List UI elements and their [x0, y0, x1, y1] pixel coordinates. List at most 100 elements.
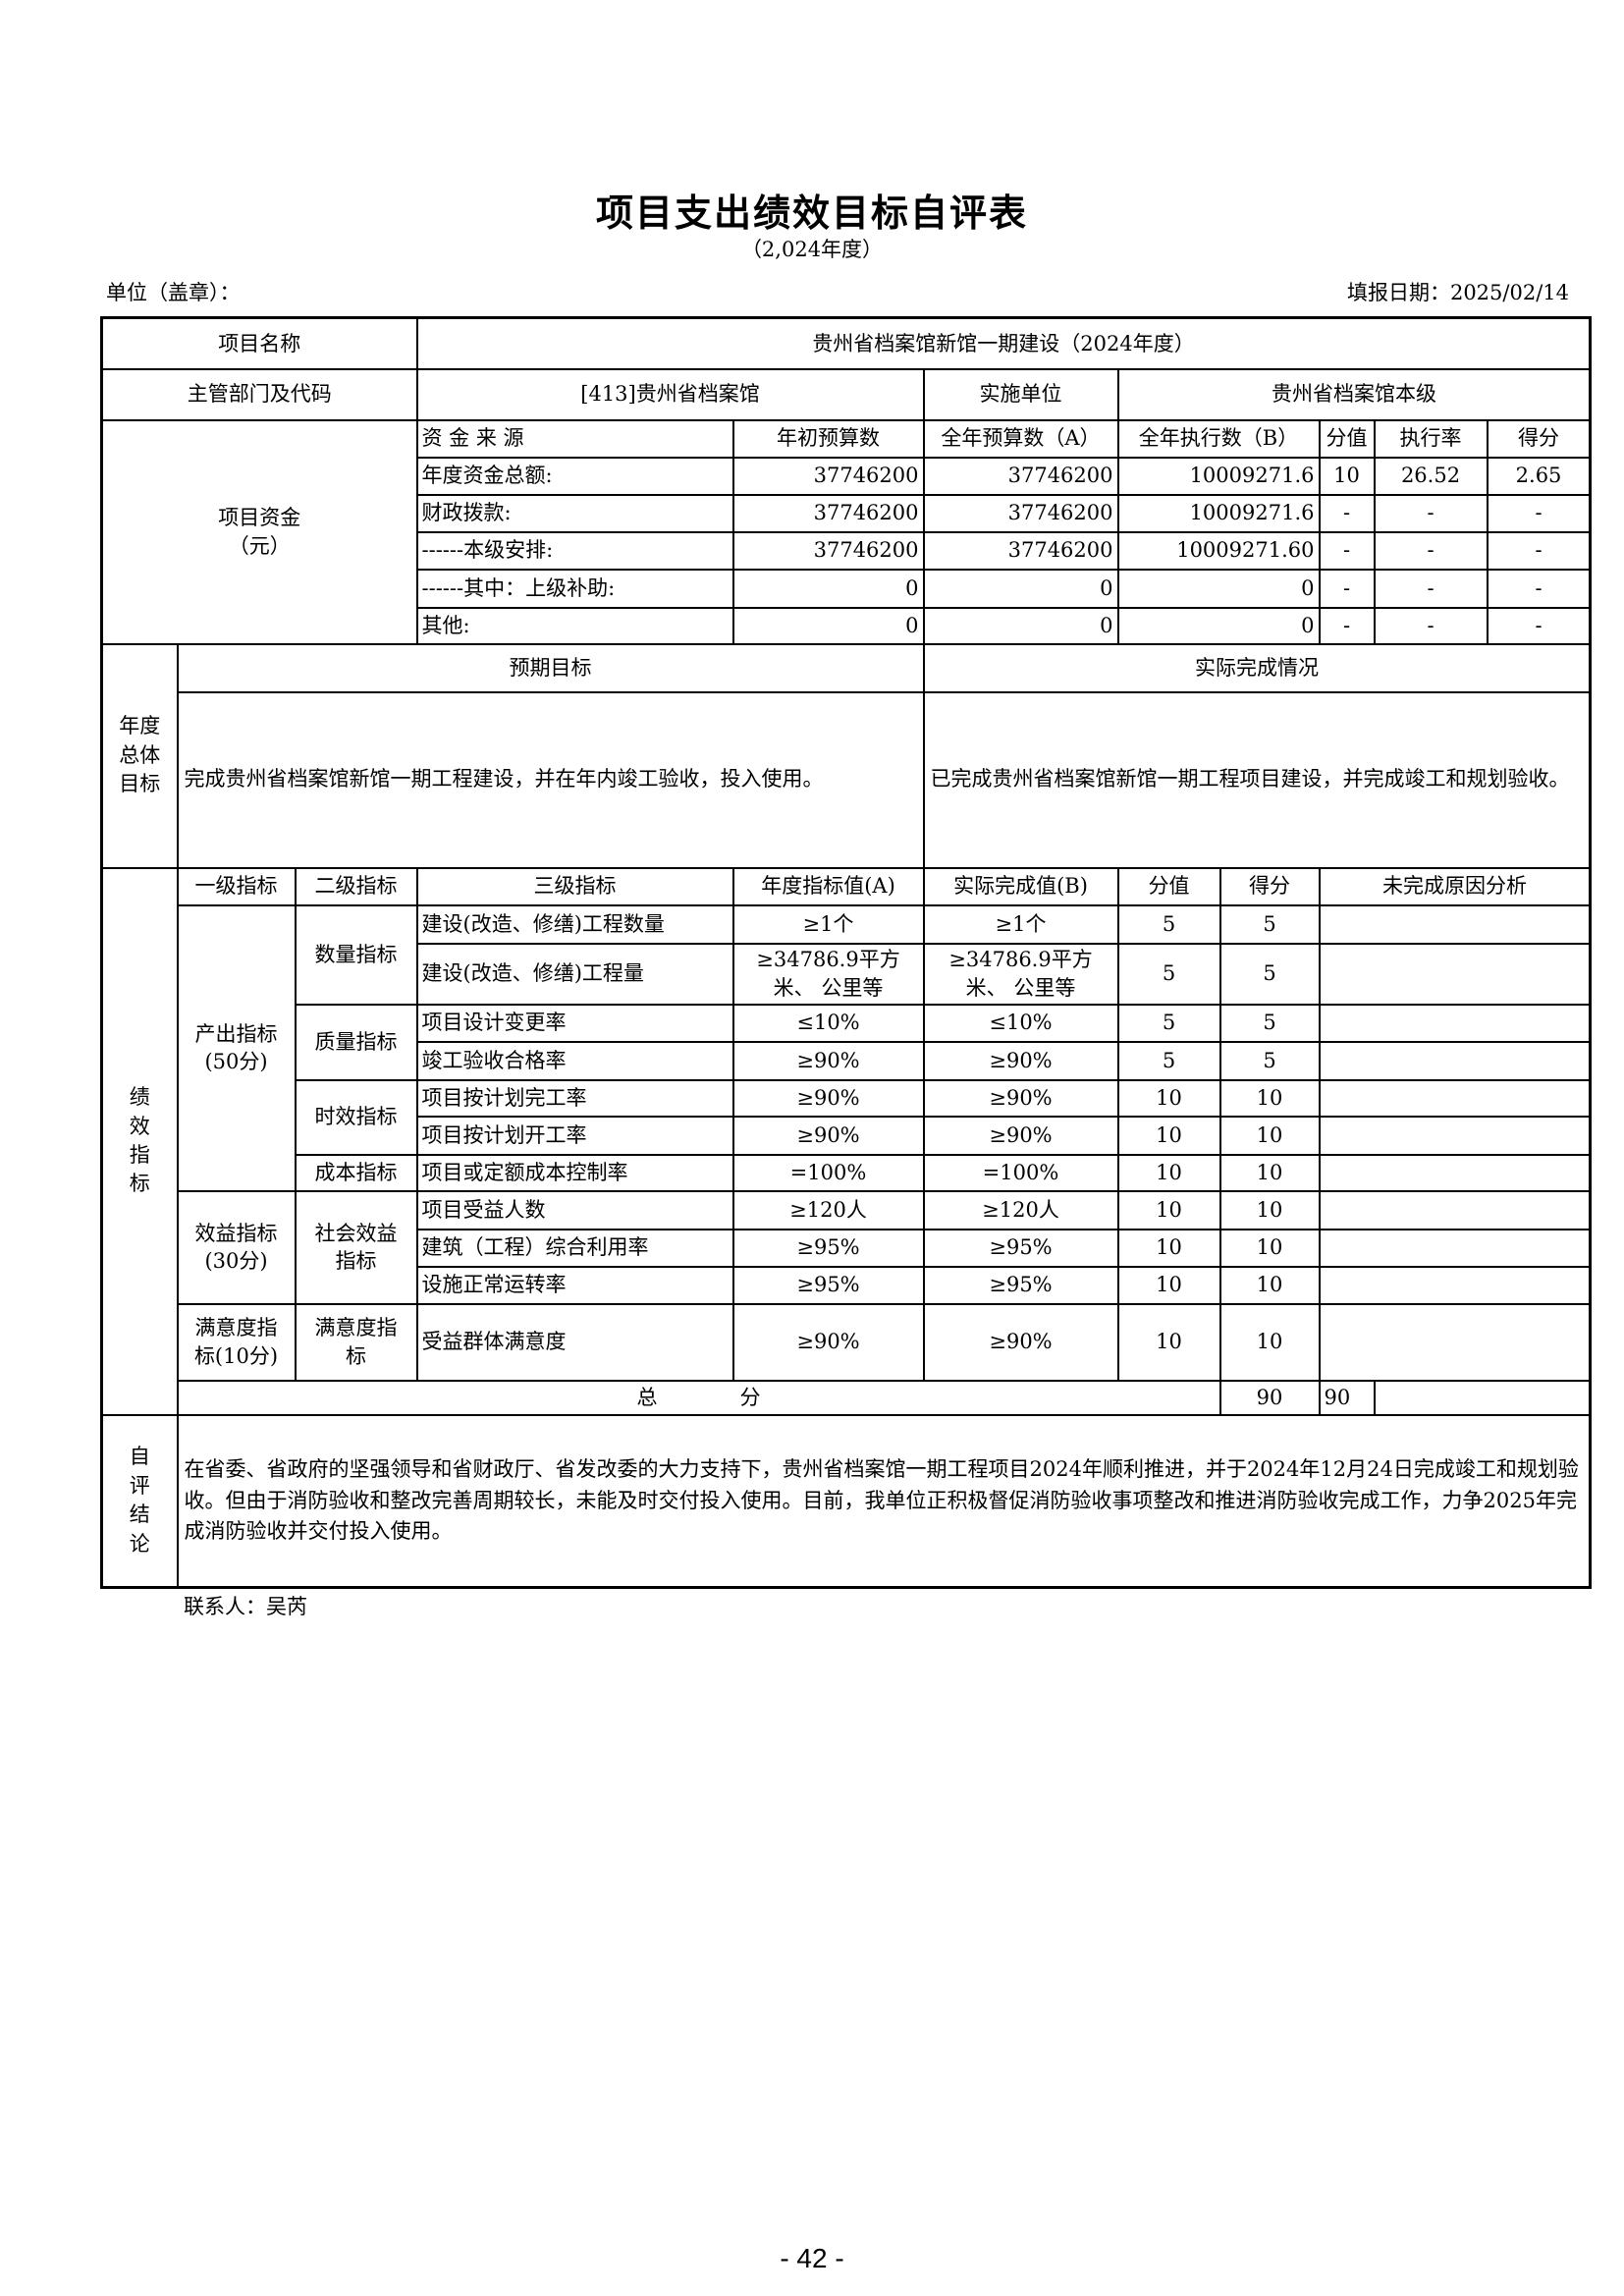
funds-score: 2.65 — [1486, 456, 1592, 496]
annual-target: ≥1个 — [731, 903, 925, 945]
metric-score: 10 — [1218, 1228, 1321, 1268]
level1-indicator: 产出指标 (50分) — [176, 903, 297, 1192]
level1-indicator: 满意度指 标(10分) — [176, 1302, 297, 1382]
level3-indicator: 建筑（工程）综合利用率 — [415, 1228, 734, 1268]
funds-score: - — [1486, 568, 1592, 609]
metric-score: 5 — [1218, 1040, 1321, 1081]
conclusion-label: 自 评 结 论 — [100, 1413, 179, 1589]
actual-value: ≥95% — [922, 1228, 1119, 1268]
funds-header: 得分 — [1486, 418, 1592, 459]
actual-value: ≥1个 — [922, 903, 1119, 945]
annual-target: =100% — [731, 1153, 925, 1192]
funds-initial-budget: 37746200 — [731, 456, 925, 496]
metric-weight: 5 — [1116, 942, 1221, 1006]
goals-row: 完成贵州省档案馆新馆一期工程建设，并在年内竣工验收，投入使用。 已完成贵州省档案馆… — [102, 690, 1592, 869]
page-subtitle: （2,024年度） — [740, 238, 884, 261]
metric-row: 效益指标 (30分) 社会效益 指标 项目受益人数 ≥120人 ≥120人 10 10 — [102, 1189, 1592, 1305]
metric-score: 10 — [1218, 1115, 1321, 1156]
report-date: 填报日期：2025/02/14 — [1346, 281, 1569, 304]
actual-value: ≥90% — [922, 1302, 1119, 1382]
level3-indicator: 建设(改造、修缮)工程量 — [415, 942, 734, 1006]
metric-row: 成本指标 项目或定额成本控制率 =100% =100% 10 10 — [102, 1153, 1592, 1192]
funds-weight: - — [1318, 568, 1376, 609]
metric-row: 时效指标 项目按计划完工率 ≥90% ≥90% 10 10 — [102, 1078, 1592, 1156]
level3-indicator: 项目按计划开工率 — [415, 1115, 734, 1156]
incomplete-reason — [1318, 1302, 1592, 1382]
funds-exec-rate: - — [1373, 530, 1489, 571]
funds-score: - — [1486, 493, 1592, 533]
funds-initial-budget: 0 — [731, 606, 925, 645]
funds-score: - — [1486, 530, 1592, 571]
dept-label: 主管部门及代码 — [100, 367, 418, 421]
evaluation-table: 项目名称 贵州省档案馆新馆一期建设（2024年度） 主管部门及代码 [413]贵州省档… — [100, 316, 1593, 1589]
funds-header: 全年执行数（B） — [1116, 418, 1321, 459]
metric-weight: 10 — [1116, 1078, 1221, 1118]
funds-header: 分值 — [1318, 418, 1376, 459]
metrics-header: 三级指标 — [415, 866, 734, 906]
funds-executed: 10009271.6 — [1116, 456, 1321, 496]
funds-executed: 10009271.6 — [1116, 493, 1321, 533]
incomplete-reason — [1318, 1078, 1592, 1118]
metric-score: 5 — [1218, 942, 1321, 1006]
funds-exec-rate: - — [1373, 568, 1489, 609]
metrics-header: 一级指标 — [176, 866, 297, 906]
funds-header: 年初预算数 — [731, 418, 925, 459]
level2-indicator: 质量指标 — [294, 1003, 418, 1081]
total-score: 90 — [1318, 1379, 1376, 1416]
funds-header-row: 项目资金 （元）资 金 来 源年初预算数 全年预算数（A） 全年执行数（B） 分值 执行… — [100, 418, 1592, 645]
metric-row: 产出指标 (50分) 数量指标 建设(改造、修缮)工程数量 ≥1个 ≥1个 5 5 — [102, 903, 1592, 1192]
metrics-header-row: 绩 效 指 标一级指标 二级指标 三级指标 年度指标值(A) 实际完成值(B) 分值 得分未… — [100, 866, 1592, 1416]
metric-score: 10 — [1218, 1153, 1321, 1192]
funds-exec-rate: 26.52 — [1373, 456, 1489, 496]
dept-row: 主管部门及代码 [413]贵州省档案馆 实施单位 贵州省档案馆本级 — [100, 367, 1592, 421]
funds-source: ------本级安排: — [415, 530, 734, 571]
metric-score: 5 — [1218, 903, 1321, 945]
actual-value: ≥90% — [922, 1040, 1119, 1081]
impl-unit-value: 贵州省档案馆本级 — [1116, 367, 1592, 421]
incomplete-reason — [1318, 1153, 1592, 1192]
funds-row: 其他: 0 0 0- - - — [102, 606, 1592, 645]
level1-indicator: 效益指标 (30分) — [176, 1189, 297, 1305]
metric-weight: 10 — [1116, 1228, 1221, 1268]
goals-header-row: 年度 总体 目标 预期目标 实际完成情况 — [100, 642, 1592, 869]
metric-row: 设施正常运转率 ≥95% ≥95% 10 10 — [102, 1265, 1592, 1305]
level2-indicator: 满意度指 标 — [294, 1302, 418, 1382]
conclusion-text: 在省委、省政府的坚强领导和省财政厅、省发改委的大力支持下，贵州省档案馆一期工程项… — [176, 1413, 1592, 1589]
dept-value: [413]贵州省档案馆 — [415, 367, 925, 421]
metric-weight: 10 — [1116, 1115, 1221, 1156]
metrics-header: 实际完成值(B) — [922, 866, 1119, 906]
metrics-header: 二级指标 — [294, 866, 418, 906]
annual-target: ≤10% — [731, 1003, 925, 1043]
metrics-header: 得分 — [1218, 866, 1321, 906]
level2-indicator: 数量指标 — [294, 903, 418, 1006]
metric-row: 竣工验收合格率 ≥90% ≥90% 5 5 — [102, 1040, 1592, 1081]
contact-person: 联系人：吴芮 — [184, 1595, 307, 1618]
metric-row: 建筑（工程）综合利用率 ≥95% ≥95% 10 10 — [102, 1228, 1592, 1268]
funds-source: 财政拨款: — [415, 493, 734, 533]
funds-weight: - — [1318, 493, 1376, 533]
metric-weight: 5 — [1116, 1003, 1221, 1043]
funds-weight: - — [1318, 530, 1376, 571]
metrics-label: 绩 效 指 标 — [100, 866, 179, 1416]
metric-score: 10 — [1218, 1302, 1321, 1382]
annual-target: ≥34786.9平方米、 公里等 — [731, 942, 925, 1006]
metric-weight: 10 — [1116, 1153, 1221, 1192]
total-weight: 90 — [1218, 1379, 1321, 1416]
actual-goal-text: 已完成贵州省档案馆新馆一期工程项目建设，并完成竣工和规划验收。 — [922, 690, 1592, 869]
level3-indicator: 项目受益人数 — [415, 1189, 734, 1230]
expected-goal-text: 完成贵州省档案馆新馆一期工程建设，并在年内竣工验收，投入使用。 — [176, 690, 925, 869]
incomplete-reason — [1318, 1115, 1592, 1156]
impl-unit-label: 实施单位 — [922, 367, 1119, 421]
funds-initial-budget: 37746200 — [731, 530, 925, 571]
metrics-header: 年度指标值(A) — [731, 866, 925, 906]
project-name-label: 项目名称 — [100, 316, 418, 370]
actual-value: ≥90% — [922, 1115, 1119, 1156]
funds-row: 财政拨款: 37746200 37746200 10009271.6- - - — [102, 493, 1592, 533]
level3-indicator: 项目或定额成本控制率 — [415, 1153, 734, 1192]
annual-target: ≥90% — [731, 1078, 925, 1118]
actual-value: ≥95% — [922, 1265, 1119, 1305]
metrics-header: 分值 — [1116, 866, 1221, 906]
funds-exec-rate: - — [1373, 606, 1489, 645]
conclusion-row: 自 评 结 论在省委、省政府的坚强领导和省财政厅、省发改委的大力支持下，贵州省档… — [100, 1413, 1592, 1589]
funds-annual-budget: 0 — [922, 568, 1119, 609]
